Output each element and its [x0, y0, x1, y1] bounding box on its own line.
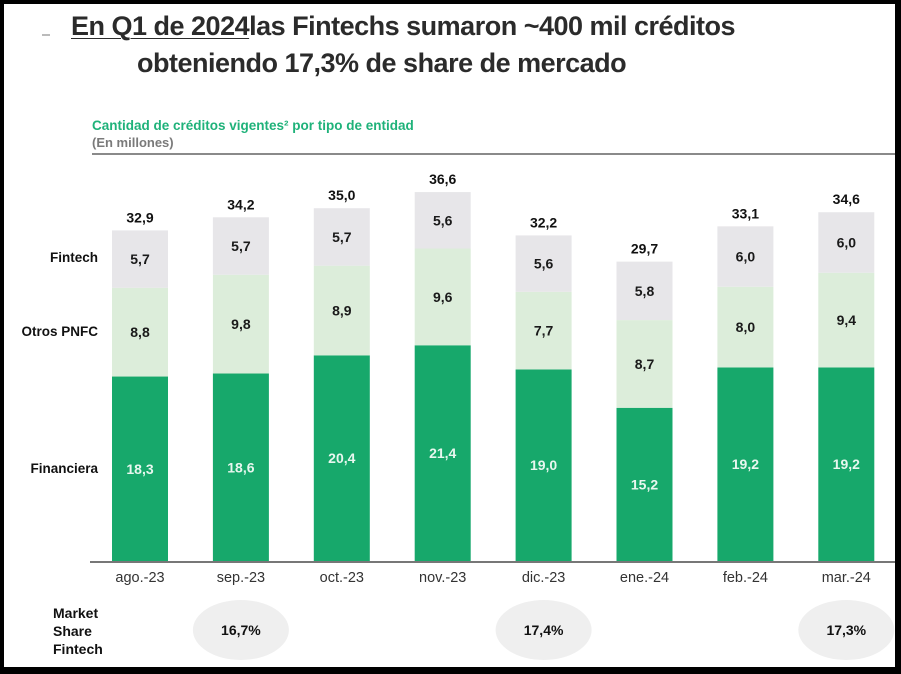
- bar-segment-financiera: [313, 355, 370, 561]
- bar-segment-otros-pnfc: [818, 272, 875, 368]
- stacked-bar-chart: Fintech Otros PNFC Financiera 18,3 8,8 5,7 32,…: [21, 171, 895, 660]
- series-row-label-otros-pnfc: Otros PNFC: [21, 324, 98, 339]
- data-label-fintech: 5,6: [534, 256, 554, 272]
- data-label-financiera: 19,2: [833, 456, 860, 472]
- data-label-fintech: 5,6: [433, 212, 453, 228]
- data-label-fintech: 5,8: [635, 283, 655, 299]
- bar-segment-financiera: [515, 369, 572, 561]
- bar-segment-fintech: [616, 261, 673, 321]
- bar-segment-otros-pnfc: [616, 320, 673, 408]
- total-label: 36,6: [429, 171, 456, 187]
- bar-segment-financiera: [112, 376, 168, 561]
- data-label-fintech: 6,0: [837, 234, 857, 250]
- bar-segment-financiera: [414, 345, 471, 561]
- bar-segment-otros-pnfc: [112, 287, 168, 377]
- x-tick-label: feb.-24: [723, 570, 768, 586]
- data-label-otros-pnfc: 8,8: [130, 324, 150, 340]
- market-share-label-line: Fintech: [53, 641, 103, 657]
- title-line-1-rest: las Fintechs sumaron ~400 mil créditos: [249, 11, 736, 41]
- bar-segment-fintech: [515, 235, 572, 292]
- x-tick-label: ago.-23: [115, 570, 164, 586]
- market-share-bubble: [192, 600, 289, 660]
- bar-segment-otros-pnfc: [212, 274, 269, 374]
- data-label-otros-pnfc: 8,9: [332, 303, 352, 319]
- market-share-value: 17,4%: [524, 622, 564, 638]
- market-share-label-line: Market: [53, 605, 99, 621]
- data-label-financiera: 21,4: [429, 445, 456, 461]
- total-label: 34,2: [227, 196, 254, 212]
- data-label-otros-pnfc: 7,7: [534, 323, 554, 339]
- market-share-bubble: [495, 600, 592, 660]
- x-tick-label: nov.-23: [419, 570, 466, 586]
- market-share-label: Market Share Fintech: [53, 604, 103, 658]
- data-label-financiera: 18,3: [126, 461, 153, 477]
- series-row-label-fintech: Fintech: [50, 250, 98, 265]
- data-label-fintech: 5,7: [332, 229, 352, 245]
- decorative-dash: [42, 34, 50, 36]
- x-tick-label: sep.-23: [217, 570, 265, 586]
- total-label: 33,1: [732, 205, 759, 221]
- total-label: 32,9: [126, 209, 153, 225]
- market-share-value: 17,3%: [826, 622, 866, 638]
- x-tick-label: ene.-24: [620, 570, 669, 586]
- data-label-fintech: 6,0: [736, 249, 756, 265]
- bar-segment-otros-pnfc: [515, 291, 572, 370]
- title-line-1-prefix: En Q1 de 2024: [71, 11, 250, 41]
- bar-segment-fintech: [112, 230, 168, 288]
- data-label-otros-pnfc: 9,4: [837, 312, 857, 328]
- x-tick-label: dic.-23: [522, 570, 566, 586]
- bar-segment-financiera: [212, 373, 269, 561]
- bar-segment-financiera: [616, 407, 673, 561]
- total-label: 32,2: [530, 214, 557, 230]
- bar-segment-fintech: [414, 192, 471, 249]
- data-label-financiera: 18,6: [227, 459, 254, 475]
- bar-segment-financiera: [717, 367, 774, 561]
- data-label-otros-pnfc: 9,6: [433, 289, 453, 305]
- data-label-financiera: 19,2: [732, 456, 759, 472]
- market-share-label-line: Share: [53, 623, 92, 639]
- bar-segment-financiera: [818, 367, 875, 561]
- data-label-otros-pnfc: 8,7: [635, 356, 655, 372]
- chart-subtitle: Cantidad de créditos vigentes² por tipo …: [92, 118, 414, 133]
- bar-segment-otros-pnfc: [414, 248, 471, 346]
- data-label-financiera: 19,0: [530, 457, 557, 473]
- data-label-financiera: 15,2: [631, 476, 658, 492]
- total-label: 29,7: [631, 241, 658, 257]
- chart-slide: En Q1 de 2024 las Fintechs sumaron ~400 …: [4, 4, 895, 667]
- header-divider: [92, 153, 895, 155]
- x-tick-label: oct.-23: [320, 570, 364, 586]
- total-label: 34,6: [833, 191, 860, 207]
- bar-segment-fintech: [212, 217, 269, 275]
- data-label-financiera: 20,4: [328, 450, 355, 466]
- bar-segment-fintech: [313, 208, 370, 266]
- data-label-otros-pnfc: 9,8: [231, 316, 251, 332]
- x-tick-label: mar.-24: [822, 570, 871, 586]
- market-share-value: 16,7%: [221, 622, 261, 638]
- data-label-fintech: 5,7: [231, 238, 251, 254]
- total-label: 35,0: [328, 187, 355, 203]
- bar-segment-otros-pnfc: [313, 265, 370, 356]
- data-label-otros-pnfc: 8,0: [736, 319, 756, 335]
- data-label-fintech: 5,7: [130, 251, 150, 267]
- bar-segment-fintech: [818, 212, 875, 273]
- bar-segment-fintech: [717, 226, 774, 287]
- series-row-label-financiera: Financiera: [30, 461, 98, 476]
- title-line-2: obteniendo 17,3% de share de mercado: [137, 48, 627, 78]
- market-share-bubble: [798, 600, 895, 660]
- bar-segment-otros-pnfc: [717, 286, 774, 368]
- title-line-1: En Q1 de 2024 las Fintechs sumaron ~400 …: [71, 11, 736, 42]
- chart-units: (En millones): [92, 135, 174, 150]
